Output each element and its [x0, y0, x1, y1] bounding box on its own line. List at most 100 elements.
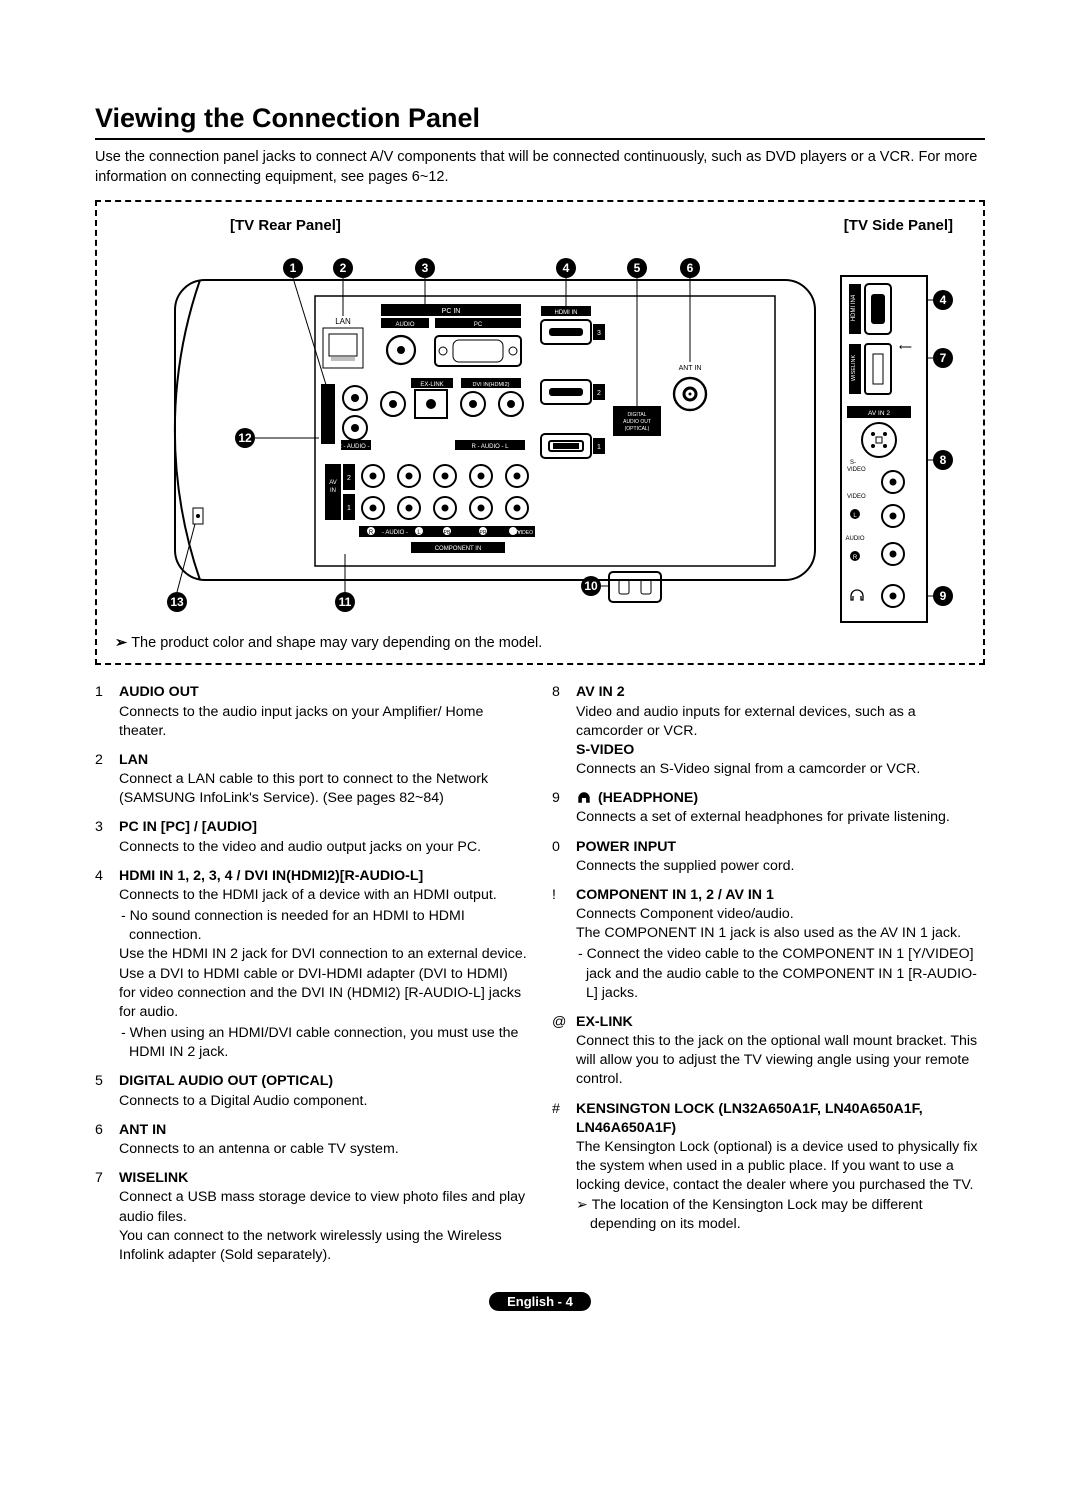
list-item: 0POWER INPUTConnects the supplied power …	[552, 838, 985, 876]
item-title: LAN	[119, 751, 528, 770]
svg-text:1: 1	[597, 444, 601, 451]
svg-text:PR: PR	[480, 530, 487, 536]
svg-text:HDMI IN4: HDMI IN4	[851, 294, 857, 321]
svg-text:3: 3	[597, 330, 601, 337]
svg-text:R: R	[853, 555, 858, 561]
list-item: 6ANT INConnects to an antenna or cable T…	[95, 1121, 528, 1159]
item-text: Video and audio inputs for external devi…	[576, 703, 985, 741]
item-text: Connect a USB mass storage device to vie…	[119, 1188, 528, 1226]
item-number: 7	[95, 1169, 119, 1265]
item-text: The Kensington Lock (optional) is a devi…	[576, 1138, 985, 1196]
item-number: 3	[95, 818, 119, 856]
diagram-container: [TV Rear Panel] [TV Side Panel] LAN AUDI…	[95, 200, 985, 666]
item-text: Connect this to the jack on the optional…	[576, 1032, 985, 1090]
item-number: 1	[95, 683, 119, 741]
item-text: Connects to a Digital Audio component.	[119, 1092, 528, 1111]
svg-text:11: 11	[339, 595, 352, 609]
item-text: Connect a LAN cable to this port to conn…	[119, 770, 528, 808]
item-number: 5	[95, 1072, 119, 1110]
page-footer: English - 4	[95, 1293, 985, 1312]
item-text: Connects a set of external headphones fo…	[576, 808, 985, 827]
rear-panel-label: [TV Rear Panel]	[230, 216, 341, 236]
svg-text:ANT IN: ANT IN	[679, 365, 702, 372]
item-number: 6	[95, 1121, 119, 1159]
svg-text:IN: IN	[330, 488, 336, 494]
svg-text:PC: PC	[474, 322, 483, 328]
item-number: 4	[95, 867, 119, 1063]
list-item: 8AV IN 2Video and audio inputs for exter…	[552, 683, 985, 779]
item-title: HDMI IN 1, 2, 3, 4 / DVI IN(HDMI2)[R-AUD…	[119, 867, 528, 886]
item-text: Connects Component video/audio.The COMPO…	[576, 905, 985, 943]
item-text: Connects to the video and audio output j…	[119, 838, 528, 857]
item-text: Connects an S-Video signal from a camcor…	[576, 760, 985, 779]
svg-text:2: 2	[597, 390, 601, 397]
svg-text:VIDEO: VIDEO	[847, 494, 866, 500]
svg-text:9: 9	[940, 589, 947, 603]
svg-text:1: 1	[347, 505, 351, 512]
list-item: 2LANConnect a LAN cable to this port to …	[95, 751, 528, 809]
list-item: 7WISELINKConnect a USB mass storage devi…	[95, 1169, 528, 1265]
svg-text:R - AUDIO - L: R - AUDIO - L	[471, 444, 509, 450]
svg-text:(OPTICAL): (OPTICAL)	[625, 426, 650, 432]
svg-text:AUDIO OUT: AUDIO OUT	[623, 419, 651, 425]
item-title: POWER INPUT	[576, 838, 985, 857]
svg-text:3: 3	[422, 261, 429, 275]
list-item: 9 (HEADPHONE)Connects a set of external …	[552, 789, 985, 827]
connection-panel-diagram: LAN AUDIO OUT PC IN AUDIO PC EX-LINK DVI…	[125, 228, 955, 628]
list-item: @EX-LINKConnect this to the jack on the …	[552, 1013, 985, 1090]
svg-text:13: 13	[170, 595, 184, 609]
item-number: #	[552, 1100, 576, 1234]
item-title: COMPONENT IN 1, 2 / AV IN 1	[576, 886, 985, 905]
svg-text:12: 12	[238, 431, 252, 445]
item-title: ANT IN	[119, 1121, 528, 1140]
list-item: 5DIGITAL AUDIO OUT (OPTICAL)Connects to …	[95, 1072, 528, 1110]
item-title: DIGITAL AUDIO OUT (OPTICAL)	[119, 1072, 528, 1091]
svg-text:1: 1	[290, 261, 297, 275]
page-number: English - 4	[489, 1292, 591, 1311]
list-item: !COMPONENT IN 1, 2 / AV IN 1Connects Com…	[552, 886, 985, 1003]
item-title: EX-LINK	[576, 1013, 985, 1032]
svg-text:AUDIO: AUDIO	[845, 536, 864, 542]
svg-text:VIDEO: VIDEO	[847, 467, 866, 473]
svg-text:5: 5	[634, 261, 641, 275]
item-note: ➢ The location of the Kensington Lock ma…	[576, 1196, 985, 1234]
svg-text:S-: S-	[850, 460, 856, 466]
side-panel-label: [TV Side Panel]	[844, 216, 953, 236]
item-title: AV IN 2	[576, 683, 985, 702]
item-title: KENSINGTON LOCK (LN32A650A1F, LN40A650A1…	[576, 1100, 985, 1138]
item-text: You can connect to the network wirelessl…	[119, 1227, 528, 1265]
item-text: Use the HDMI IN 2 jack for DVI connectio…	[119, 945, 528, 1022]
intro-text: Use the connection panel jacks to connec…	[95, 148, 985, 187]
page-title: Viewing the Connection Panel	[95, 100, 985, 140]
item-number: !	[552, 886, 576, 1003]
item-sub: - Connect the video cable to the COMPONE…	[576, 945, 985, 1003]
item-number: @	[552, 1013, 576, 1090]
item-title: WISELINK	[119, 1169, 528, 1188]
svg-text:AUDIO: AUDIO	[395, 322, 414, 328]
item-sub: - No sound connection is needed for an H…	[119, 907, 528, 945]
svg-text:DVI IN(HDMI2): DVI IN(HDMI2)	[473, 382, 510, 388]
item-title: AUDIO OUT	[119, 683, 528, 702]
svg-text:4: 4	[940, 293, 947, 307]
svg-text:AV IN 2: AV IN 2	[868, 410, 890, 417]
svg-text:DIGITAL: DIGITAL	[627, 412, 646, 418]
svg-text:2: 2	[347, 475, 351, 482]
svg-text:10: 10	[584, 579, 598, 593]
svg-text:PC IN: PC IN	[442, 308, 461, 315]
item-text: Connects to the HDMI jack of a device wi…	[119, 886, 528, 905]
svg-text:⟵: ⟵	[899, 342, 912, 352]
svg-text:WISELINK: WISELINK	[851, 354, 857, 381]
item-title: S-VIDEO	[576, 741, 985, 760]
item-title: PC IN [PC] / [AUDIO]	[119, 818, 528, 837]
svg-text:PB: PB	[444, 530, 451, 536]
lan-label: LAN	[335, 317, 351, 326]
item-text: Connects to the audio input jacks on you…	[119, 703, 528, 741]
svg-text:- AUDIO -: - AUDIO -	[382, 530, 408, 536]
item-text: Connects the supplied power cord.	[576, 857, 985, 876]
list-item: 4HDMI IN 1, 2, 3, 4 / DVI IN(HDMI2)[R-AU…	[95, 867, 528, 1063]
svg-text:COMPONENT IN: COMPONENT IN	[435, 546, 482, 552]
item-text: Connects to an antenna or cable TV syste…	[119, 1140, 528, 1159]
svg-text:6: 6	[687, 261, 694, 275]
svg-text:7: 7	[940, 351, 947, 365]
item-number: 9	[552, 789, 576, 827]
